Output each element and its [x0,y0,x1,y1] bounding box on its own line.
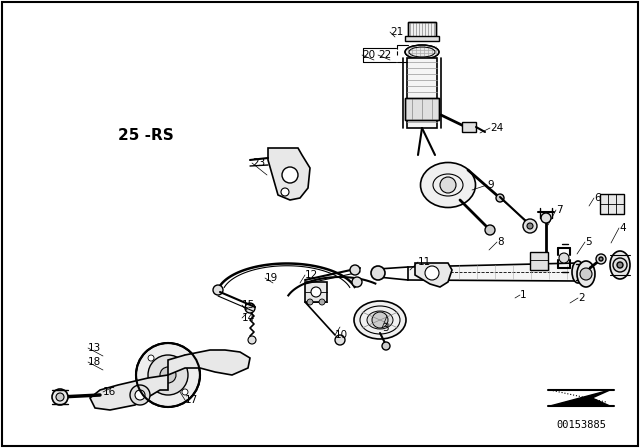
Circle shape [130,385,150,405]
Circle shape [182,389,188,395]
Text: 7: 7 [556,205,563,215]
Text: 8: 8 [497,237,504,247]
Circle shape [135,390,145,400]
Ellipse shape [354,301,406,339]
Circle shape [425,266,439,280]
Bar [408,22,436,38]
Text: 11: 11 [418,257,431,267]
Polygon shape [90,375,168,410]
Circle shape [496,194,504,202]
Text: 14: 14 [242,313,255,323]
Text: 13: 13 [88,343,101,353]
Polygon shape [268,148,310,200]
Circle shape [282,167,298,183]
Text: 24: 24 [490,123,503,133]
Circle shape [148,355,154,361]
Circle shape [440,177,456,193]
Text: 3: 3 [382,323,388,333]
Circle shape [613,258,627,272]
Circle shape [245,303,255,313]
Circle shape [160,367,176,383]
Ellipse shape [405,45,439,59]
Text: 22: 22 [378,50,391,60]
Circle shape [580,268,592,280]
Circle shape [307,299,313,305]
Text: 10: 10 [335,330,348,340]
Bar [408,22,436,38]
Polygon shape [168,350,250,375]
Circle shape [319,299,325,305]
Circle shape [371,266,385,280]
Bar [405,98,439,120]
Polygon shape [408,263,578,281]
Bar [462,122,476,132]
Circle shape [182,355,188,361]
Polygon shape [415,263,452,287]
Ellipse shape [420,163,476,207]
Circle shape [281,188,289,196]
Circle shape [148,389,154,395]
Bar [407,58,437,128]
Text: 21: 21 [390,27,403,37]
Bar [600,194,624,214]
Circle shape [485,225,495,235]
Circle shape [559,253,569,263]
Text: 4: 4 [619,223,626,233]
Text: 23: 23 [252,158,265,168]
Bar [530,252,548,270]
Polygon shape [550,390,610,406]
Text: 18: 18 [88,357,101,367]
Ellipse shape [610,251,630,279]
Circle shape [599,257,603,261]
Circle shape [523,219,537,233]
Text: 15: 15 [242,300,255,310]
Circle shape [213,285,223,295]
Circle shape [248,336,256,344]
Text: 25 -RS: 25 -RS [118,128,173,142]
Circle shape [56,393,64,401]
Circle shape [335,335,345,345]
Circle shape [136,343,200,407]
Circle shape [372,312,388,328]
Circle shape [311,287,321,297]
Circle shape [350,265,360,275]
Text: 9: 9 [487,180,493,190]
Ellipse shape [572,261,584,283]
Bar [405,36,439,41]
Circle shape [541,213,551,223]
Circle shape [148,355,188,395]
Text: 16: 16 [103,387,116,397]
Circle shape [596,254,606,264]
Ellipse shape [367,311,393,329]
Circle shape [617,262,623,268]
Text: 6: 6 [594,193,600,203]
Circle shape [352,277,362,287]
Text: 17: 17 [185,395,198,405]
Text: 5: 5 [585,237,591,247]
Ellipse shape [577,261,595,287]
Circle shape [382,342,390,350]
Text: 20: 20 [362,50,375,60]
Text: 00153885: 00153885 [556,420,606,430]
Bar [405,98,439,120]
Circle shape [527,223,533,229]
Text: 2: 2 [578,293,584,303]
Circle shape [52,389,68,405]
Text: 1: 1 [520,290,527,300]
Text: 19: 19 [265,273,278,283]
Text: 12: 12 [305,270,318,280]
Bar [305,282,327,302]
